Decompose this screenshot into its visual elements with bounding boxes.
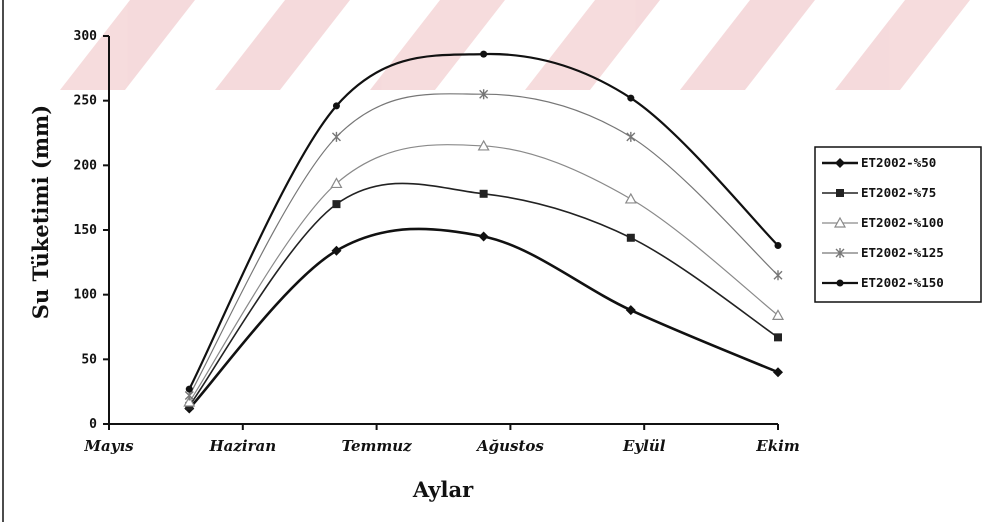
data-point bbox=[626, 233, 635, 242]
x-tick-label: Ekim bbox=[755, 437, 799, 455]
legend-swatch-marker bbox=[836, 189, 844, 197]
y-tick-group: 0 50 100 150 200 250 300 bbox=[74, 29, 109, 432]
data-point bbox=[479, 189, 488, 198]
data-point bbox=[478, 231, 489, 242]
data-point bbox=[774, 242, 782, 250]
data-point bbox=[332, 200, 341, 209]
data-point bbox=[627, 94, 635, 102]
series-line bbox=[188, 182, 779, 407]
watermark-stripes bbox=[60, 0, 970, 90]
x-tick-label: Temmuz bbox=[342, 437, 413, 455]
series-line bbox=[188, 144, 779, 403]
data-point bbox=[771, 309, 785, 320]
x-tick-group: Mayıs Haziran Temmuz Ağustos Eylül Ekim bbox=[83, 424, 800, 455]
data-point bbox=[477, 139, 490, 151]
legend: ET2002-%50 ET2002-%75 ET2002-%100 ET2002-%1… bbox=[814, 146, 982, 303]
legend-swatch-marker bbox=[833, 216, 847, 228]
y-tick-label: 50 bbox=[81, 352, 97, 367]
data-point bbox=[183, 395, 196, 407]
x-tick-label: Eylül bbox=[622, 437, 666, 455]
series-4 bbox=[184, 89, 783, 401]
series-2 bbox=[185, 182, 782, 410]
y-tick-label: 300 bbox=[74, 29, 98, 44]
data-point bbox=[774, 333, 782, 342]
data-point bbox=[773, 270, 783, 281]
series-line bbox=[188, 93, 779, 396]
data-point bbox=[331, 245, 342, 256]
series-1 bbox=[184, 227, 783, 414]
series-line bbox=[188, 52, 779, 390]
y-tick-label: 250 bbox=[74, 94, 98, 109]
legend-item-2: ET2002-%75 bbox=[822, 185, 936, 200]
legend-swatch-marker bbox=[836, 279, 844, 287]
x-tick-label: Haziran bbox=[208, 437, 276, 455]
series-3 bbox=[183, 139, 785, 407]
data-point bbox=[185, 385, 193, 393]
y-tick-label: 200 bbox=[74, 158, 98, 173]
legend-label: ET2002-%150 bbox=[861, 275, 944, 290]
legend-item-3: ET2002-%100 bbox=[822, 215, 944, 230]
legend-item-4: ET2002-%125 bbox=[822, 245, 944, 260]
legend-label: ET2002-%50 bbox=[861, 155, 936, 170]
legend-items: ET2002-%50 ET2002-%75 ET2002-%100 ET2002-%1… bbox=[822, 155, 944, 290]
y-tick-label: 100 bbox=[74, 288, 98, 303]
legend-swatch-marker bbox=[835, 158, 845, 168]
legend-label: ET2002-%125 bbox=[861, 245, 944, 260]
data-point bbox=[332, 102, 340, 110]
x-tick-label: Mayıs bbox=[83, 437, 134, 455]
legend-label: ET2002-%75 bbox=[861, 185, 936, 200]
data-point bbox=[331, 131, 341, 142]
y-axis-title: Su Tüketimi (mm) bbox=[28, 105, 53, 319]
x-tick-label: Ağustos bbox=[475, 437, 544, 455]
data-point bbox=[773, 367, 783, 378]
legend-label: ET2002-%100 bbox=[861, 215, 944, 230]
legend-swatch-marker bbox=[835, 248, 845, 258]
y-tick-label: 150 bbox=[74, 223, 98, 238]
data-point bbox=[330, 177, 343, 189]
y-tick-label: 0 bbox=[89, 417, 97, 432]
data-point bbox=[626, 131, 636, 142]
data-point bbox=[479, 89, 489, 100]
x-axis-title: Aylar bbox=[412, 477, 474, 502]
series-line bbox=[188, 227, 779, 410]
data-point bbox=[480, 50, 488, 58]
legend-item-1: ET2002-%50 bbox=[822, 155, 936, 170]
legend-item-5: ET2002-%150 bbox=[822, 275, 944, 290]
data-point bbox=[625, 305, 636, 316]
data-point bbox=[624, 192, 637, 204]
series-5 bbox=[185, 50, 782, 393]
series-group bbox=[183, 50, 785, 414]
